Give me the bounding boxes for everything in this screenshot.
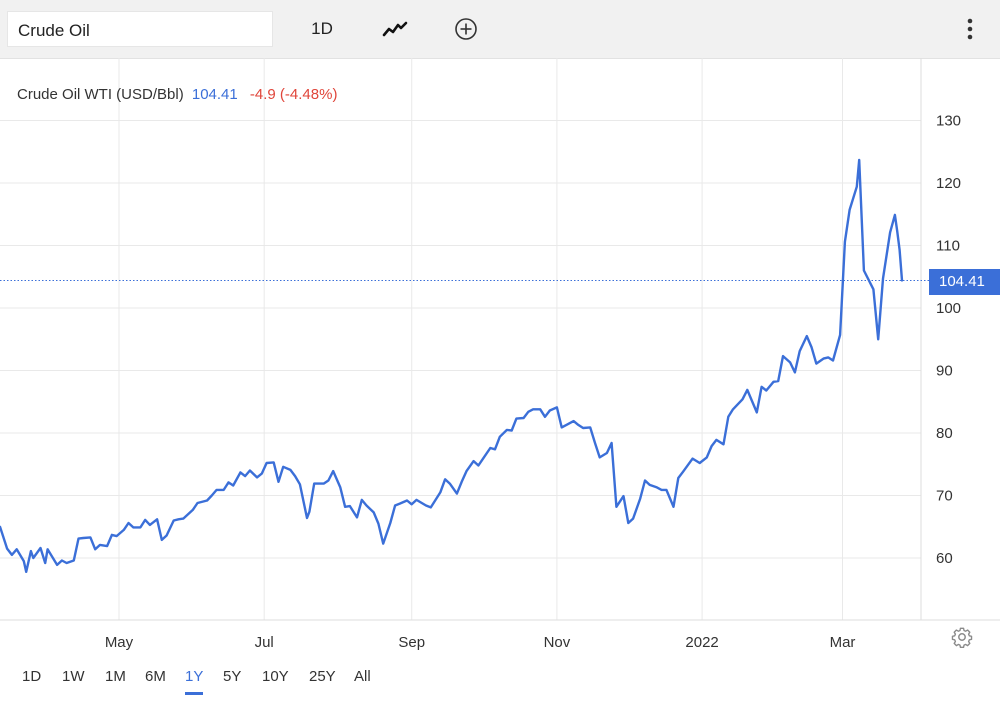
search-input[interactable]: Crude Oil — [7, 11, 273, 47]
search-value: Crude Oil — [18, 21, 90, 40]
kebab-menu-icon — [967, 18, 973, 40]
y-tick-label: 80 — [936, 425, 953, 442]
plus-circle-icon — [455, 18, 477, 40]
range-1y[interactable]: 1Y — [185, 668, 204, 695]
line-chart-icon — [382, 21, 408, 37]
range-selector: 1D 1W 1M 6M 1Y 5Y 10Y 25Y All — [0, 658, 1000, 704]
x-tick-label: Jul — [255, 634, 274, 651]
interval-button[interactable]: 1D — [311, 19, 333, 38]
price-chart[interactable]: 60 70 80 90 100 110 120 130 May Jul Sep Nov 2022 Mar — [0, 58, 1000, 658]
range-all[interactable]: All — [354, 668, 371, 685]
compare-button[interactable] — [450, 12, 482, 46]
range-6m[interactable]: 6M — [145, 668, 166, 685]
range-5y[interactable]: 5Y — [223, 668, 242, 685]
range-1m[interactable]: 1M — [105, 668, 126, 685]
range-1d[interactable]: 1D — [22, 668, 42, 685]
y-tick-label: 110 — [936, 238, 960, 255]
x-tick-label: Nov — [544, 634, 571, 651]
range-25y[interactable]: 25Y — [309, 668, 336, 685]
gear-icon[interactable] — [951, 626, 973, 648]
range-10y[interactable]: 10Y — [262, 668, 289, 685]
chart-header: Crude Oil WTI (USD/Bbl) 104.41 -4.9 (-4.… — [17, 86, 337, 103]
toolbar: Crude Oil 1D — [0, 0, 1000, 59]
x-tick-label: May — [105, 634, 134, 651]
chart-style-button[interactable] — [377, 12, 413, 46]
x-tick-label: 2022 — [685, 634, 718, 651]
menu-button[interactable] — [958, 12, 982, 46]
price-series-line — [0, 158, 904, 573]
y-tick-label: 90 — [936, 363, 953, 380]
x-tick-label: Mar — [830, 634, 856, 651]
y-tick-label: 70 — [936, 488, 953, 505]
price-change: -4.9 (-4.48%) — [249, 86, 338, 103]
chart-area: 60 70 80 90 100 110 120 130 May Jul Sep Nov 2022 Mar … — [0, 58, 1000, 658]
y-tick-label: 130 — [936, 113, 961, 130]
x-tick-label: Sep — [398, 634, 425, 651]
y-tick-label: 60 — [936, 550, 953, 567]
y-tick-label: 120 — [936, 175, 961, 192]
y-tick-label: 100 — [936, 300, 961, 317]
last-price-tag: 104.41 — [929, 269, 1000, 295]
last-price: 104.41 — [191, 86, 238, 103]
instrument-name: Crude Oil WTI (USD/Bbl) — [17, 86, 184, 103]
range-1w[interactable]: 1W — [62, 668, 85, 685]
